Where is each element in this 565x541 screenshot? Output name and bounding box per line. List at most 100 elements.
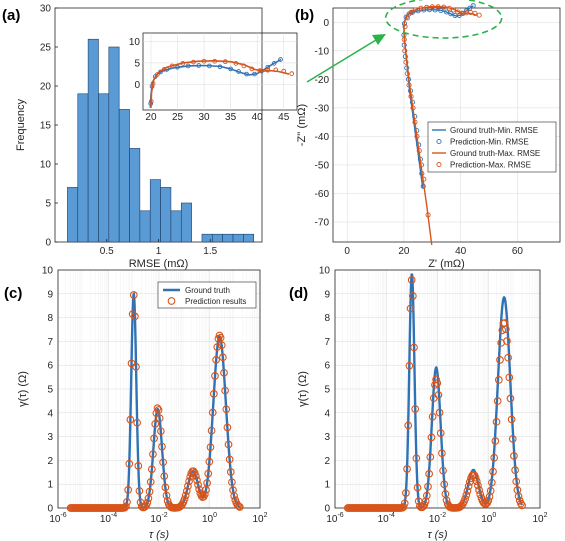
prediction-point xyxy=(220,368,228,377)
inset-series-point xyxy=(289,71,295,76)
prediction-point xyxy=(194,480,202,489)
x-tick-base: 10 xyxy=(150,514,162,525)
inset-series-line xyxy=(150,60,290,108)
y-tick-label: 2 xyxy=(47,456,53,467)
prediction-point xyxy=(147,465,156,474)
x-tick-base: 10 xyxy=(429,514,441,525)
x-tick-base: 10 xyxy=(378,514,390,525)
prediction-point xyxy=(403,465,411,473)
prediction-point xyxy=(434,391,443,399)
prediction-point xyxy=(474,481,482,490)
prediction-point xyxy=(472,477,481,486)
series-point xyxy=(406,82,412,88)
inset-axes-box xyxy=(142,32,298,111)
prediction-point xyxy=(216,333,225,342)
x-tick-base: 10 xyxy=(202,514,214,525)
prediction-point xyxy=(128,310,137,318)
prediction-point xyxy=(424,482,432,491)
inset-series-point xyxy=(233,61,239,66)
series-point xyxy=(451,7,457,13)
prediction-point xyxy=(412,454,421,463)
prediction-point xyxy=(184,482,192,490)
series-point xyxy=(418,5,424,11)
prediction-point xyxy=(488,478,496,487)
prediction-point xyxy=(157,427,165,436)
y-tick-label: 9 xyxy=(324,289,330,300)
arrow-line xyxy=(306,39,377,83)
y-tick-label: 5 xyxy=(47,385,53,396)
x-tick-base: 10 xyxy=(49,514,61,525)
series-point xyxy=(404,15,410,21)
inset-series-point xyxy=(150,81,156,86)
x-tick-label: 10-6 xyxy=(326,512,343,525)
prediction-point xyxy=(149,450,157,459)
series-point xyxy=(402,48,408,54)
legend-swatch xyxy=(436,138,442,145)
prediction-point xyxy=(428,412,437,421)
y-tick-label: 3 xyxy=(47,432,53,443)
prediction-point xyxy=(517,499,525,508)
prediction-point xyxy=(129,291,138,299)
prediction-point xyxy=(512,477,521,486)
y-tick-label: 10 xyxy=(42,266,54,277)
inset-series-point xyxy=(265,67,271,73)
series-point xyxy=(408,93,414,100)
series-point xyxy=(418,162,425,168)
prediction-point xyxy=(489,467,497,476)
y-tick-label: -10 xyxy=(315,46,330,57)
series-point xyxy=(425,212,431,218)
prediction-point xyxy=(191,472,200,480)
prediction-point xyxy=(402,489,410,497)
prediction-point xyxy=(200,490,209,499)
histogram-bar xyxy=(170,210,182,243)
series-point xyxy=(402,23,408,30)
x-axis-label: τ (s) xyxy=(149,529,169,541)
y-tick-label: 5 xyxy=(324,385,330,396)
y-tick-label: 0 xyxy=(324,504,330,515)
y-tick-label: 0 xyxy=(47,504,53,515)
arrow-head xyxy=(372,34,386,45)
y-tick-label: 4 xyxy=(324,408,330,419)
prediction-point xyxy=(409,292,417,300)
y-tick-label: 0 xyxy=(45,238,51,249)
inset-series-point xyxy=(236,69,241,74)
prediction-point xyxy=(225,455,234,464)
x-tick-label: 1 xyxy=(156,246,162,257)
inset-y-tick-label: 10 xyxy=(129,37,141,48)
prediction-point xyxy=(222,405,231,414)
series-point xyxy=(403,59,409,65)
prediction-point xyxy=(155,414,164,423)
series-point xyxy=(416,148,422,154)
prediction-point xyxy=(212,355,220,364)
x-tick-base: 10 xyxy=(326,514,338,525)
histogram-bar xyxy=(222,233,234,243)
x-axis-label: τ (s) xyxy=(428,529,448,541)
series-point xyxy=(472,10,478,16)
prediction-point xyxy=(436,429,445,437)
x-tick-base: 10 xyxy=(100,514,112,525)
y-tick-label: 7 xyxy=(47,337,53,348)
inset-series-point xyxy=(212,58,218,64)
series-line xyxy=(403,5,478,245)
prediction-point xyxy=(135,487,144,495)
prediction-point xyxy=(132,362,140,371)
x-tick-exponent: -2 xyxy=(161,512,167,519)
prediction-point xyxy=(159,458,167,467)
prediction-point xyxy=(221,386,229,395)
legend-swatch xyxy=(167,297,176,305)
x-tick-label: 10-4 xyxy=(100,512,117,525)
prediction-point xyxy=(211,372,219,380)
x-tick-exponent: -6 xyxy=(337,512,343,519)
histogram-bar xyxy=(160,187,172,243)
prediction-point xyxy=(181,491,190,500)
prediction-point xyxy=(501,325,510,333)
inset-x-tick-label: 25 xyxy=(172,112,184,123)
x-tick-label: 40 xyxy=(455,246,467,257)
inset-series-point xyxy=(148,99,154,104)
prediction-point xyxy=(143,498,152,507)
prediction-point xyxy=(439,466,447,475)
x-tick-label: 0.5 xyxy=(100,246,114,257)
inset-series-point xyxy=(154,72,160,77)
